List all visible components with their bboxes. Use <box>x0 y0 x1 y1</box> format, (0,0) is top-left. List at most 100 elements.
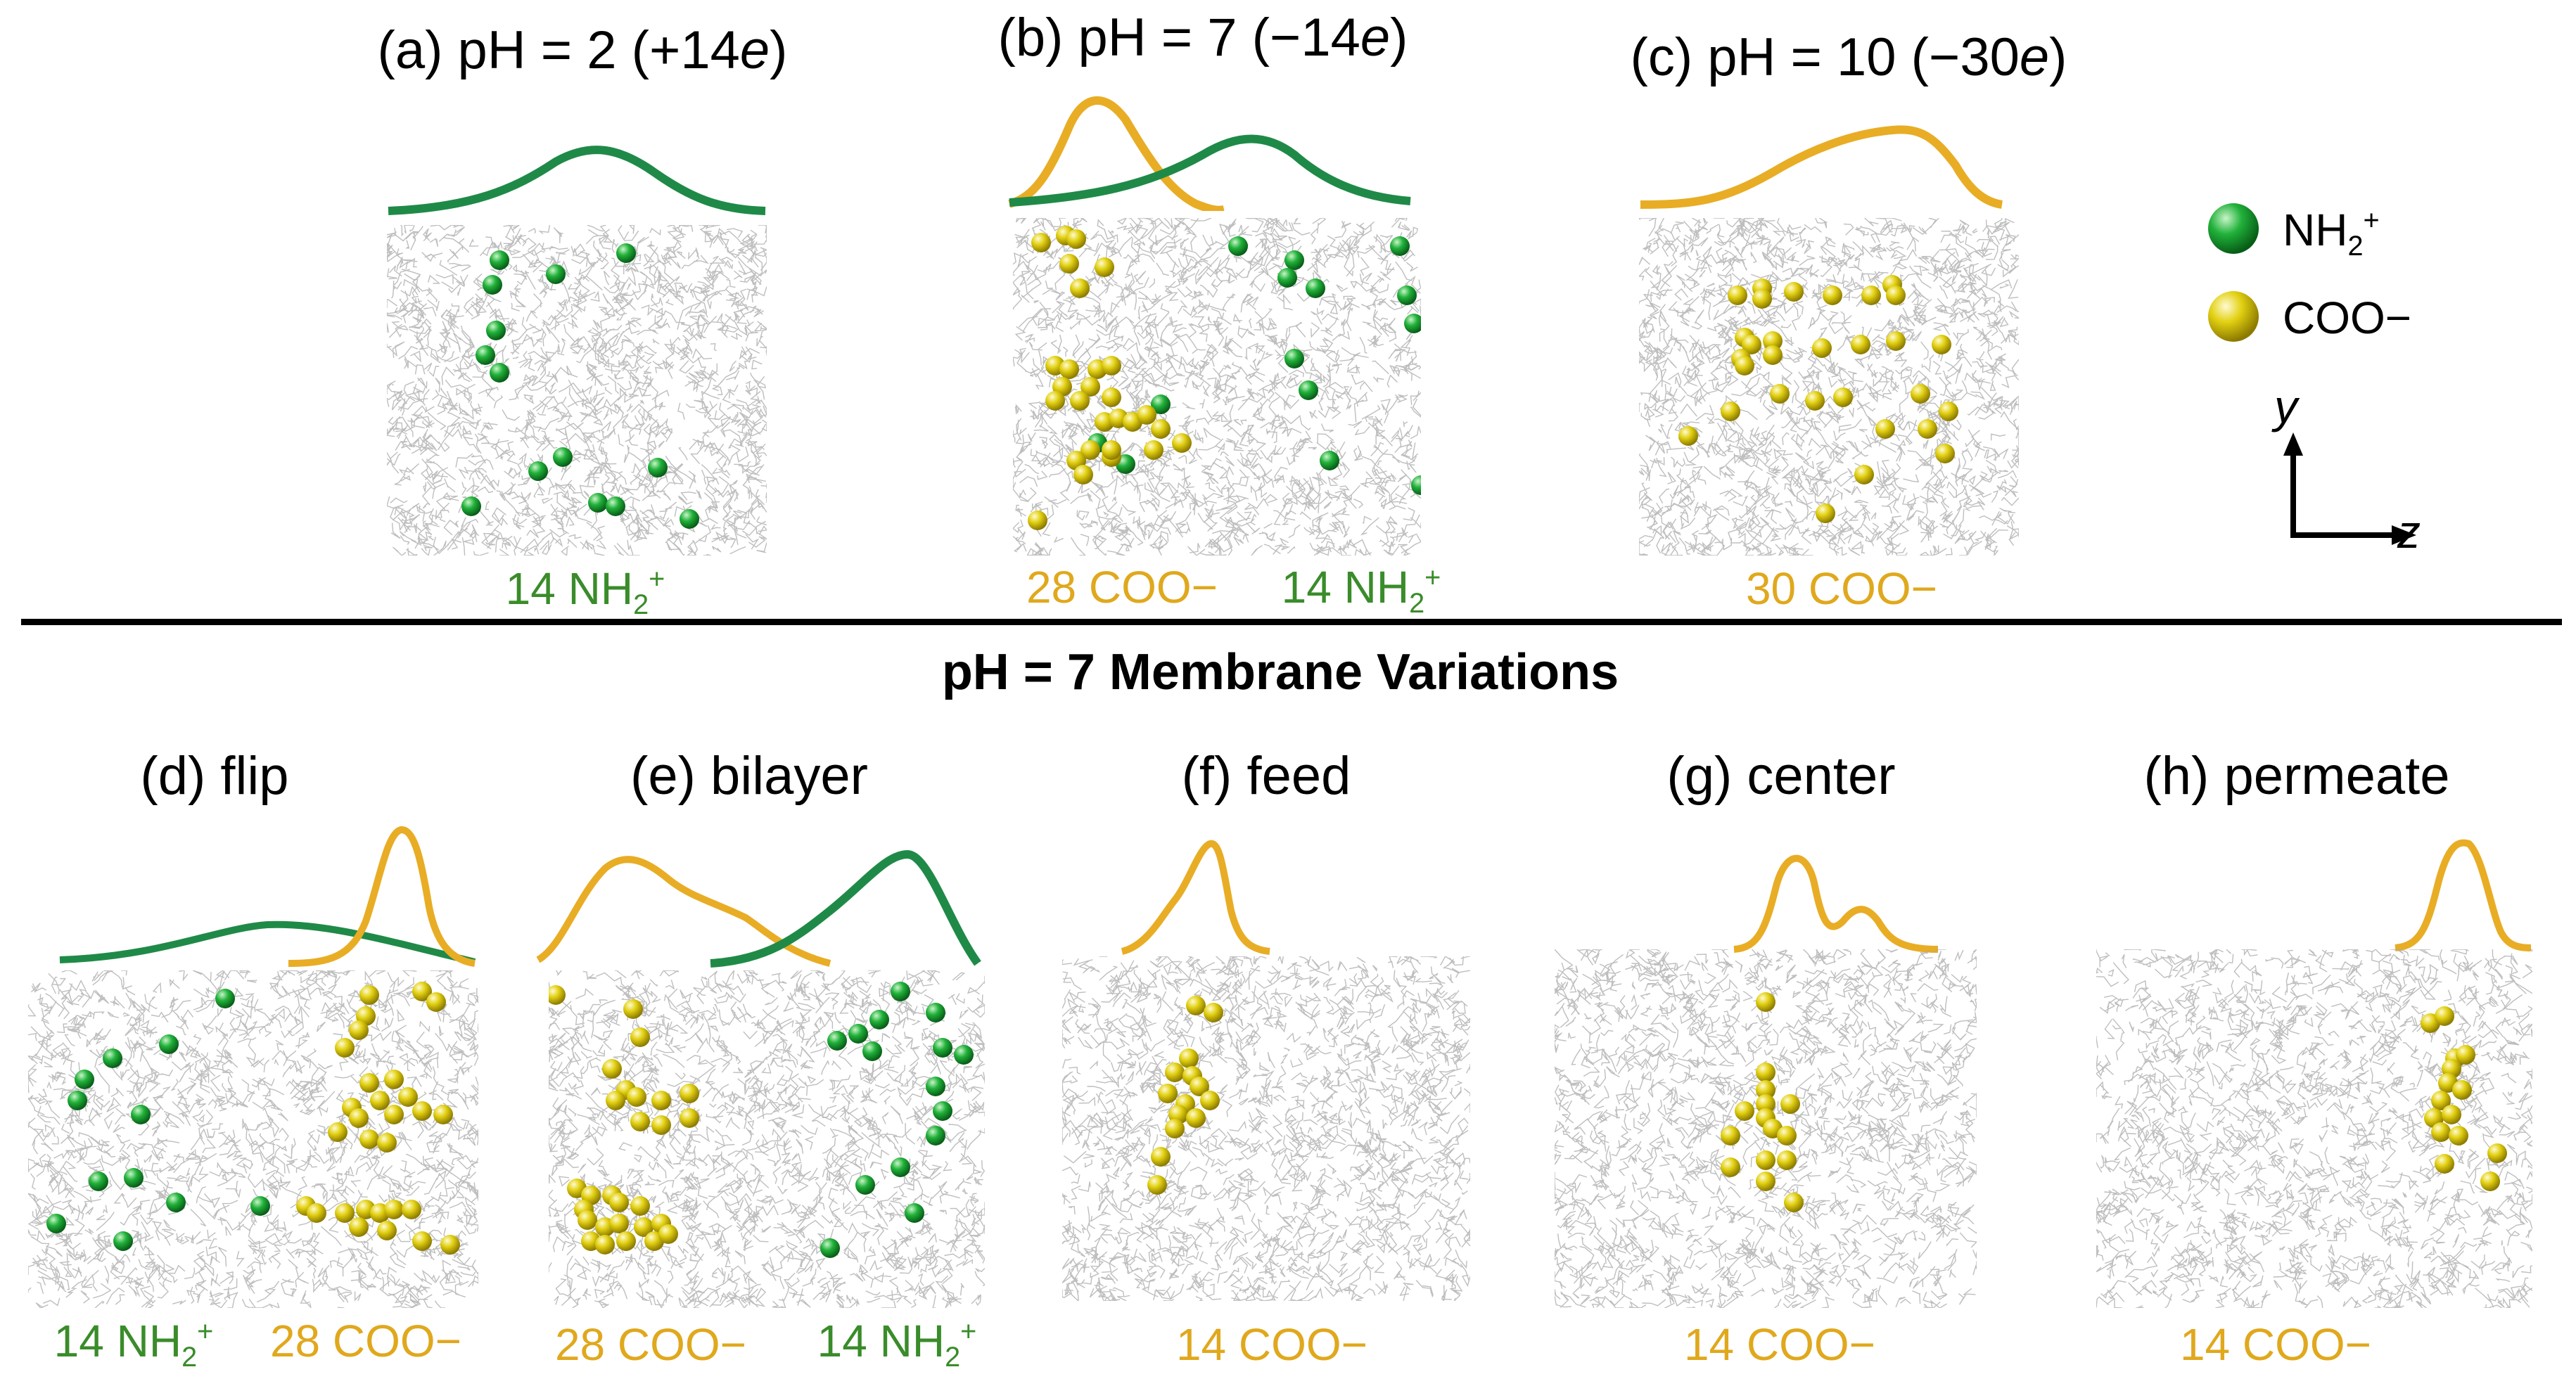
legend-green-bead-icon <box>2208 203 2259 254</box>
coo-bead <box>1756 1150 1775 1170</box>
coo-bead <box>1861 285 1881 305</box>
coo-bead <box>1102 440 1121 460</box>
nh2-bead <box>680 509 699 529</box>
coo-bead <box>651 1115 671 1135</box>
coo-bead <box>412 1101 432 1121</box>
membrane-mesh-lines <box>1062 956 1470 1301</box>
panel-h-membrane <box>2096 949 2532 1308</box>
coo-bead <box>433 1105 453 1124</box>
coo-bead <box>616 1231 636 1251</box>
coo-bead <box>578 1210 597 1230</box>
axis-glyph-icon <box>2283 432 2416 545</box>
nh2-bead <box>159 1034 179 1054</box>
membrane-f-mesh <box>1062 956 1470 1301</box>
coo-bead <box>1777 1126 1797 1146</box>
coo-bead <box>1918 419 1937 439</box>
coo-bead <box>1186 996 1206 1015</box>
panel-d-caption-right: 28 COO− <box>269 1316 462 1366</box>
coo-bead <box>630 1196 650 1216</box>
nh2-bead <box>215 989 235 1008</box>
coo-bead <box>307 1203 326 1223</box>
coo-bead <box>630 1112 650 1131</box>
legend-yellow-label: COO− <box>2283 293 2412 343</box>
section-title: pH = 7 Membrane Variations <box>941 644 1619 700</box>
panel-b-membrane <box>1013 218 1421 556</box>
coo-bead <box>1770 384 1790 404</box>
nh2-bead <box>855 1175 875 1195</box>
nh2-bead <box>926 1003 945 1022</box>
nh2-bead <box>486 321 506 340</box>
nh2-bead <box>131 1105 151 1124</box>
coo-bead <box>1851 335 1870 354</box>
coo-bead <box>1151 1147 1171 1167</box>
panel-c-title: (c) pH = 10 (−30e) <box>1630 27 2067 87</box>
coo-bead <box>680 1108 699 1128</box>
panel-b-caption-left: 28 COO− <box>1026 562 1218 612</box>
panel-h-title: (h) permeate <box>2143 746 2450 806</box>
membrane-e-mesh <box>549 970 985 1308</box>
coo-bead <box>377 1221 397 1240</box>
nh2-bead <box>954 1045 974 1065</box>
nh2-bead <box>827 1031 847 1051</box>
coo-bead <box>1031 233 1051 252</box>
coo-bead <box>634 1217 653 1237</box>
panel-d-nh2-density-curve <box>59 920 476 965</box>
membrane-h-mesh <box>2096 949 2532 1308</box>
coo-bead <box>1777 1150 1797 1170</box>
coo-bead <box>1756 1063 1775 1082</box>
panel-a-caption: 14 NH2+ <box>505 563 665 620</box>
coo-bead <box>1080 377 1100 397</box>
coo-bead <box>328 1122 347 1142</box>
panel-b-caption-right: 14 NH2+ <box>1281 562 1441 619</box>
nh2-bead <box>1228 236 1248 256</box>
legend-green-label: NH2+ <box>2283 205 2380 262</box>
coo-bead <box>1805 391 1825 411</box>
nh2-bead <box>926 1077 945 1096</box>
nh2-bead <box>1390 236 1410 256</box>
nh2-bead <box>905 1203 924 1223</box>
coo-bead <box>1070 391 1090 411</box>
coo-bead <box>412 1231 432 1251</box>
coo-bead <box>1756 992 1775 1012</box>
panel-b-density-curves <box>1008 96 1411 211</box>
nh2-bead <box>862 1041 882 1061</box>
panel-d-density-curves <box>59 826 476 967</box>
panel-e-caption-left: 28 COO− <box>554 1319 747 1370</box>
coo-bead <box>606 1091 625 1110</box>
coo-bead <box>2449 1126 2468 1146</box>
coo-bead <box>2431 1091 2451 1110</box>
coo-bead <box>1165 1063 1185 1082</box>
coo-bead <box>2456 1045 2475 1065</box>
panel-c-membrane <box>1639 218 2019 556</box>
nh2-bead <box>891 1157 910 1177</box>
panel-d-membrane <box>28 970 478 1308</box>
panel-c-caption: 30 COO− <box>1745 563 1938 614</box>
coo-bead <box>1735 356 1754 376</box>
panel-f-membrane <box>1062 956 1470 1301</box>
membrane-mesh-lines <box>549 970 985 1308</box>
coo-bead <box>1756 1080 1775 1100</box>
membrane-f-svg <box>1062 956 1470 1301</box>
panel-d-title: (d) flip <box>140 746 289 806</box>
panel-g-membrane <box>1555 949 1977 1308</box>
coo-bead <box>1756 1094 1775 1114</box>
coo-bead <box>1784 1193 1804 1212</box>
coo-bead <box>1059 254 1079 274</box>
coo-bead <box>1728 285 1747 305</box>
membrane-g-mesh <box>1555 949 1977 1308</box>
nh2-bead <box>891 982 910 1001</box>
membrane-b-beads <box>1028 226 1421 530</box>
coo-bead <box>1816 503 1835 523</box>
coo-bead <box>602 1059 622 1079</box>
coo-bead <box>1854 465 1874 485</box>
coo-bead <box>658 1224 678 1244</box>
coo-bead <box>1780 1094 1800 1114</box>
coo-bead <box>1784 282 1804 302</box>
panel-g-title: (g) center <box>1666 746 1896 806</box>
membrane-mesh-lines <box>28 970 478 1308</box>
panel-e-density-curves <box>536 849 981 968</box>
nh2-bead <box>1284 349 1304 368</box>
coo-bead <box>609 1214 629 1233</box>
coo-bead <box>384 1200 404 1219</box>
membrane-d-svg <box>28 970 478 1308</box>
